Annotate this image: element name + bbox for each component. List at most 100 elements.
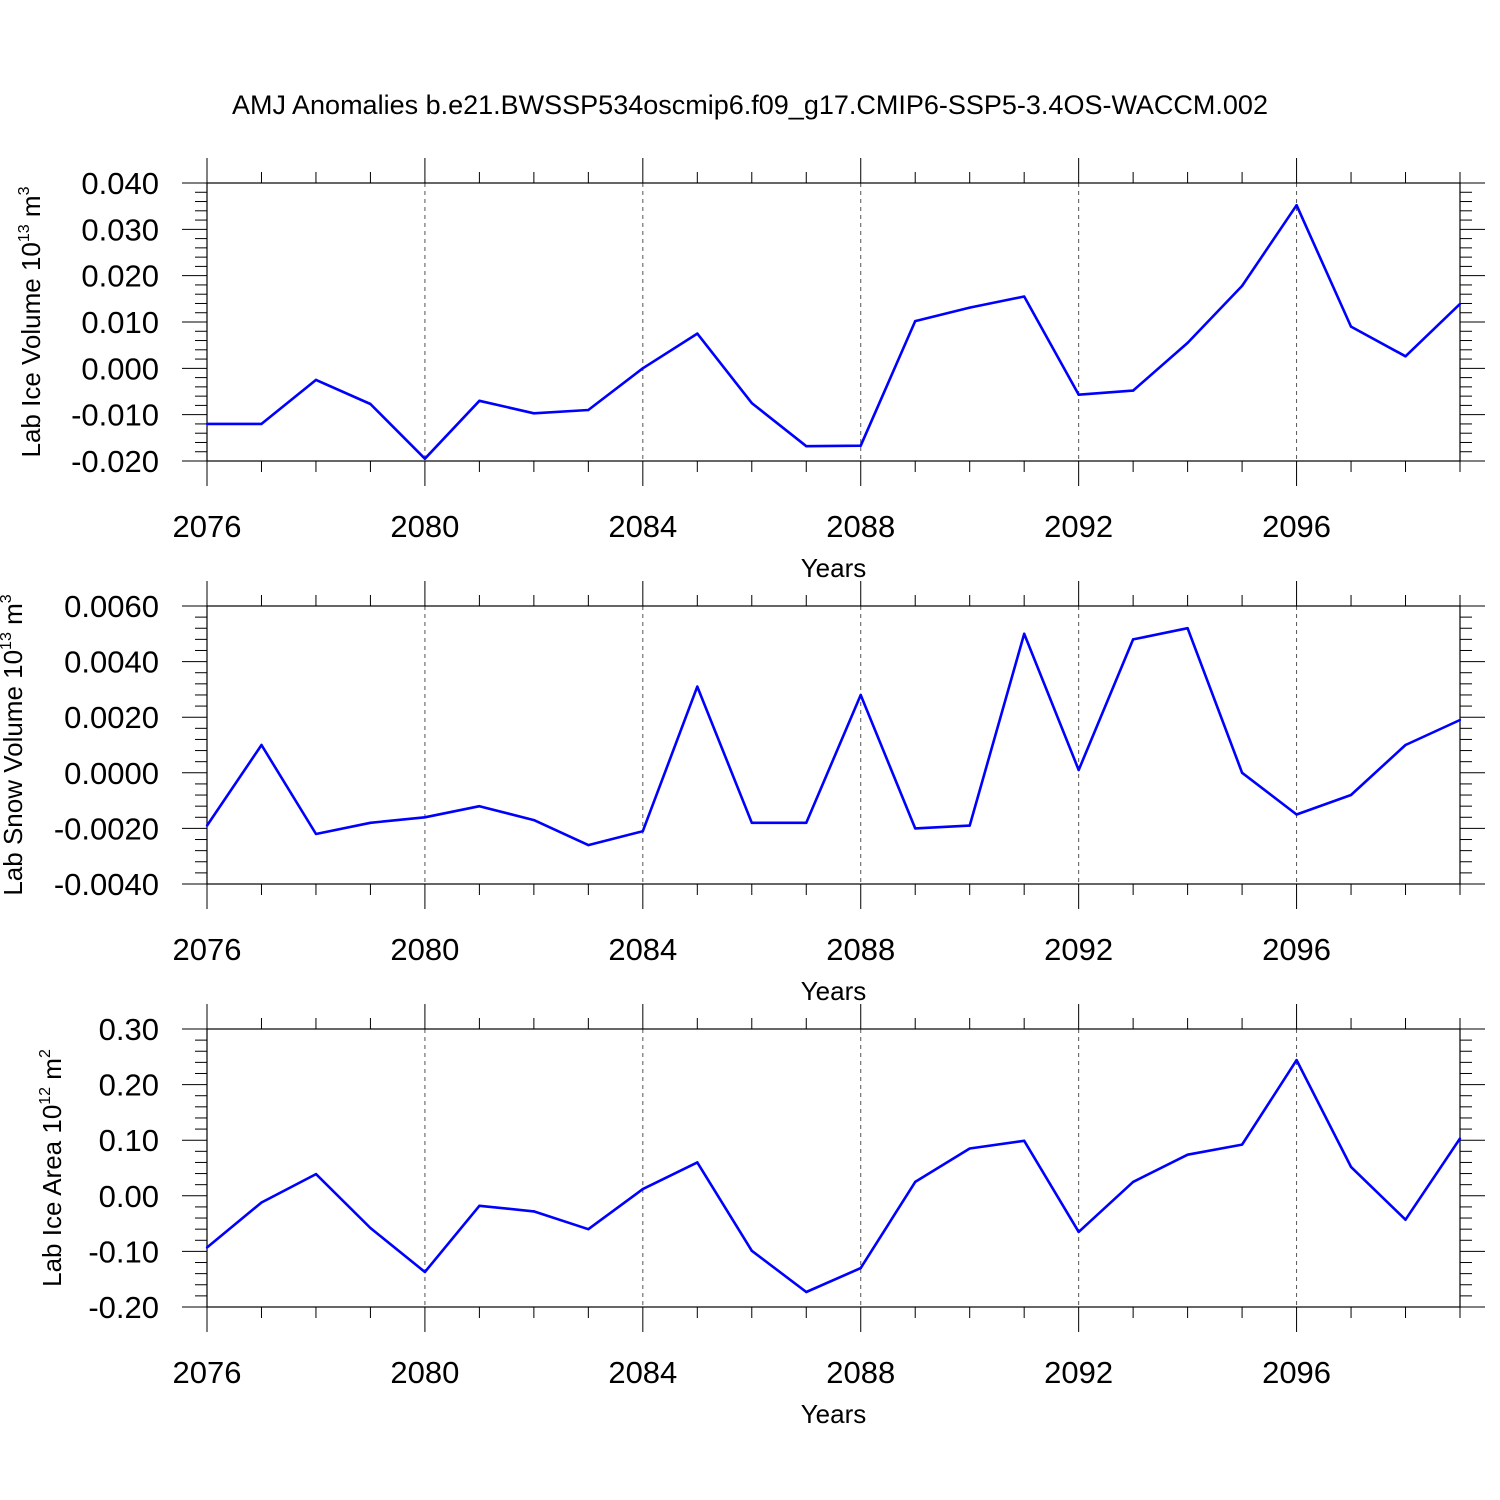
data-point [968,824,971,827]
series-line [207,203,1461,461]
data-point [369,402,372,406]
panel-2: -0.0040 -0.0020 0.0000 0.0020 0.0040 0.0060 20… [0,581,1485,1006]
y-axis-title-exponent: 13 [16,224,33,242]
data-point [1349,1165,1353,1169]
y-axis-title-unit: m [37,1058,67,1087]
y-tick-label: -0.10 [88,1234,159,1269]
y-tick-label: 0.0020 [64,700,159,735]
x-tick-label: 2084 [608,509,677,544]
data-point [641,829,645,833]
y-tick-label: 0.040 [81,166,159,201]
figure-title: AMJ Anomalies b.e21.BWSSP534oscmip6.f09_… [232,90,1268,120]
y-tick-label: 0.00 [99,1179,159,1214]
x-axis-title: Years [801,553,867,583]
panel-3: -0.20 -0.10 0.00 0.10 0.20 0.30 2076 2080 2084 20… [37,1004,1485,1429]
x-tick-label: 2088 [826,1355,895,1390]
y-tick-label: -0.20 [88,1290,159,1325]
data-point [805,821,808,825]
data-point [532,1210,536,1213]
data-point [696,685,699,688]
data-point [1131,638,1135,641]
panel-1: -0.020 -0.010 0.000 0.010 0.020 0.030 0.040 207… [16,158,1485,583]
data-point [1186,1153,1189,1156]
data-point [587,843,590,847]
y-tick-label: 0.0060 [64,589,159,624]
data-point [1404,355,1407,358]
y-axis-title-exponent: 12 [37,1087,54,1105]
x-axis-title: Years [801,976,867,1006]
y-tick-label: 0.30 [99,1012,159,1047]
x-tick-label: 2080 [390,1355,459,1390]
data-point [750,821,753,825]
data-point [968,1147,971,1150]
x-tick-label: 2084 [608,1355,677,1390]
x-axis-title: Years [801,1399,867,1429]
data-point [914,1180,917,1184]
y-tick-label: 0.0040 [64,645,159,680]
data-point [1295,204,1298,207]
x-tick-label: 2092 [1044,1355,1113,1390]
data-point [1186,341,1189,345]
y-axis-title-unit-exponent: 3 [0,594,15,603]
plot-frame [206,605,1461,885]
data-point [1240,284,1244,288]
y-tick-label: 0.10 [99,1123,159,1158]
data-point [1349,793,1353,797]
y-tick-label: 0.030 [81,212,159,247]
data-point [914,319,917,323]
data-point [1022,1139,1026,1142]
data-point [1295,813,1298,816]
y-tick-label: 0.010 [81,305,159,340]
data-point [1022,295,1026,298]
data-point [205,1246,209,1249]
data-point [1022,632,1026,635]
data-point [1458,302,1462,306]
x-tick-label: 2096 [1262,509,1331,544]
data-point [1186,627,1189,630]
y-tick-label: -0.0020 [54,811,159,846]
series-line [206,1058,1462,1294]
data-point [260,422,263,426]
y-axis-title-unit-exponent: 3 [16,186,33,195]
data-point [750,401,753,405]
data-point [805,444,808,448]
data-point [587,408,590,412]
data-point [1077,1230,1080,1234]
data-point [641,1187,645,1191]
data-point [1458,718,1462,722]
data-point [805,1290,808,1294]
y-axis-title-text: Lab Snow Volume 10 [0,650,28,896]
plot-frame [206,182,1461,462]
x-tick-label: 2096 [1262,1355,1331,1390]
data-point [914,827,917,830]
y-axis-title: Lab Ice Area 1012 m2 [37,1049,67,1287]
plot-frame [206,1028,1461,1308]
data-point [478,804,481,808]
data-point [369,1226,372,1230]
data-point [314,1172,318,1176]
y-tick-label: -0.0040 [54,867,159,902]
data-point [696,1161,699,1164]
data-point [750,1249,753,1253]
data-point [641,367,645,370]
data-point [478,1204,481,1208]
data-point [1131,389,1135,392]
y-axis-title-unit: m [0,603,28,632]
data-point [1240,771,1244,774]
x-tick-label: 2088 [826,932,895,967]
y-axis-title-text: Lab Ice Area 10 [37,1105,67,1287]
y-tick-label: 0.20 [99,1068,159,1103]
data-point [859,444,862,447]
data-point [1349,325,1353,328]
x-tick-label: 2080 [390,509,459,544]
data-point [369,821,372,825]
x-tick-label: 2088 [826,509,895,544]
data-point [205,422,209,426]
y-axis-title-unit: m [16,195,46,224]
y-axis-title: Lab Ice Volume 1013 m3 [16,186,46,457]
data-point [1404,743,1407,747]
y-axis-title-exponent: 13 [0,632,15,650]
data-point [423,1270,427,1274]
data-point [968,306,971,309]
data-point [1458,1137,1462,1140]
